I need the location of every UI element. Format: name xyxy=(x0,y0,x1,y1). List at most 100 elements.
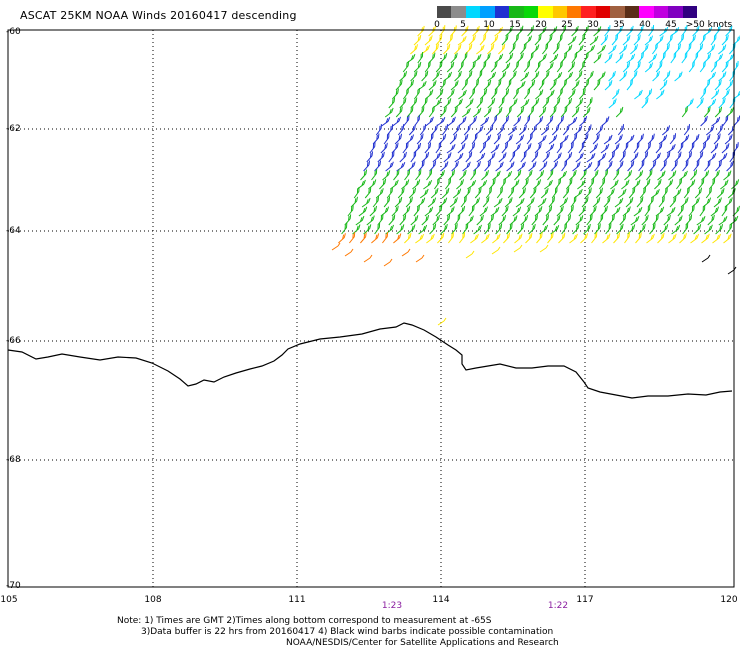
time-label-pass-2: 1:22 xyxy=(547,601,569,611)
wind-barb xyxy=(571,25,579,37)
wind-barb xyxy=(388,214,396,226)
wind-barb xyxy=(430,124,438,136)
wind-barb xyxy=(397,124,405,136)
wind-barb xyxy=(457,36,467,46)
wind-barb xyxy=(575,70,583,82)
wind-barb xyxy=(439,25,446,37)
wind-barb xyxy=(586,214,593,226)
wind-barb xyxy=(548,134,558,145)
wind-barb xyxy=(586,152,596,163)
wind-barb xyxy=(666,34,673,46)
wind-barb xyxy=(468,142,476,154)
wind-barb xyxy=(542,214,549,226)
wind-barb xyxy=(413,61,422,73)
wind-barb xyxy=(625,196,634,208)
wind-barb xyxy=(712,233,721,244)
wind-barb xyxy=(718,152,728,163)
wind-barb xyxy=(456,179,464,190)
colorbar-segment xyxy=(682,6,698,18)
colorbar-label-15: 15 xyxy=(509,20,521,30)
wind-barb xyxy=(591,169,599,181)
wind-barb xyxy=(380,206,390,217)
map-title: ASCAT 25KM NOAA Winds 20160417 descendin… xyxy=(20,9,297,22)
wind-barb xyxy=(693,160,700,172)
wind-barb xyxy=(710,34,717,46)
wind-barb xyxy=(701,233,710,244)
wind-barb xyxy=(476,97,484,109)
wind-barb xyxy=(511,179,520,190)
wind-barb xyxy=(582,79,590,91)
wind-barb xyxy=(556,142,563,154)
wind-barb xyxy=(536,232,543,244)
wind-barb xyxy=(579,116,588,127)
wind-barb xyxy=(505,106,512,118)
wind-barb xyxy=(534,142,542,154)
wind-barb xyxy=(683,187,690,199)
wind-barb xyxy=(707,214,715,226)
wind-barb xyxy=(578,205,586,217)
wind-barb xyxy=(711,116,721,127)
wind-barb xyxy=(496,124,505,136)
wind-barb xyxy=(727,124,736,136)
wind-barb xyxy=(526,133,533,145)
wind-barb xyxy=(512,61,519,73)
wind-barb xyxy=(463,187,471,199)
colorbar-segment xyxy=(480,6,496,18)
wind-barb xyxy=(571,51,578,64)
wind-barb xyxy=(641,151,649,163)
wind-barb xyxy=(463,124,471,136)
wind-barb xyxy=(482,134,492,145)
wind-barb xyxy=(589,35,599,46)
wind-barb xyxy=(553,71,563,82)
wind-barb xyxy=(516,25,524,37)
wind-barb xyxy=(514,169,522,181)
wind-barb xyxy=(558,232,566,244)
wind-barb xyxy=(457,143,466,154)
wind-barb xyxy=(395,79,403,91)
wind-barb xyxy=(509,70,517,82)
wind-barb xyxy=(465,215,474,226)
wind-barb xyxy=(567,35,577,46)
wind-barb xyxy=(406,79,414,91)
wind-barb xyxy=(344,214,352,226)
wind-barb xyxy=(449,197,458,208)
wind-barb xyxy=(529,187,537,199)
wind-barb xyxy=(428,25,436,37)
wind-barb xyxy=(440,161,449,172)
wind-barb xyxy=(372,133,380,145)
wind-barb xyxy=(698,178,705,190)
wind-barb xyxy=(550,224,560,235)
wind-barb xyxy=(559,134,569,145)
wind-barb xyxy=(711,89,720,100)
wind-barb xyxy=(707,152,717,163)
wind-barb xyxy=(487,43,495,55)
wind-barb xyxy=(534,34,542,46)
wind-barb xyxy=(672,188,682,199)
wind-barb xyxy=(586,97,593,109)
wind-barb xyxy=(663,151,671,163)
wind-barb xyxy=(396,162,406,172)
wind-barb xyxy=(582,106,591,118)
wind-barb xyxy=(534,60,541,73)
wind-barb xyxy=(531,214,538,226)
wind-barb xyxy=(518,187,526,199)
wind-barb xyxy=(344,248,354,257)
wind-barb xyxy=(432,214,440,226)
wind-barb xyxy=(606,188,615,199)
lon-label-108: 108 xyxy=(144,595,162,605)
wind-barb xyxy=(674,151,682,163)
wind-barb xyxy=(443,152,452,163)
wind-barb xyxy=(688,205,695,217)
colorbar-label-40: 40 xyxy=(639,20,651,30)
wind-barb xyxy=(710,61,718,73)
wind-barb xyxy=(700,88,707,100)
wind-barb xyxy=(363,160,371,172)
wind-barb xyxy=(509,150,516,163)
wind-barb xyxy=(658,134,668,145)
wind-barb xyxy=(727,188,736,199)
wind-barb xyxy=(639,187,647,199)
wind-barb xyxy=(679,232,687,244)
lat-label-66: -66 xyxy=(6,336,21,346)
wind-barb xyxy=(410,150,417,163)
wind-barb xyxy=(696,43,704,55)
